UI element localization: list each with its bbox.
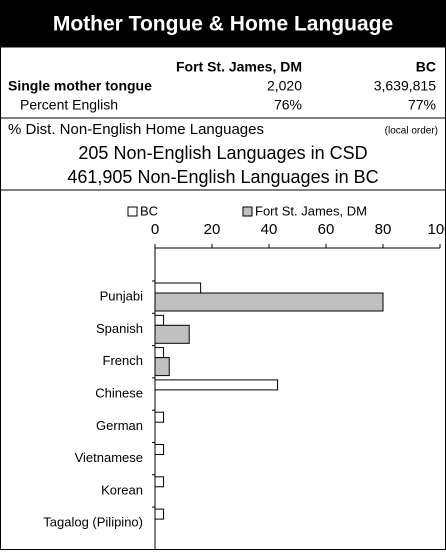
y-tick-label: Chinese xyxy=(95,385,143,400)
x-tick-label: 80 xyxy=(375,221,392,238)
summary-heading: % Dist. Non-English Home Languages xyxy=(8,121,264,138)
bar xyxy=(154,324,190,344)
cell: 77% xyxy=(408,97,436,113)
bar xyxy=(154,476,165,488)
y-tick-label: Spanish xyxy=(96,321,143,336)
summary-line: 461,905 Non-English Languages in BC xyxy=(67,167,378,187)
summary-line: 205 Non-English Languages in CSD xyxy=(78,143,367,163)
legend-swatch xyxy=(127,206,138,217)
bar xyxy=(154,357,170,377)
x-tick-label: 100 xyxy=(427,221,446,238)
summary-note: (local order) xyxy=(385,126,438,137)
x-tick-label: 40 xyxy=(261,221,278,238)
legend-label: BC xyxy=(140,203,158,218)
cell: 3,639,815 xyxy=(374,78,436,94)
bar xyxy=(154,292,384,312)
y-tick-label: German xyxy=(96,418,143,433)
title-bar xyxy=(0,0,446,47)
x-tick-label: 20 xyxy=(204,221,221,238)
cell: 2,020 xyxy=(267,78,302,94)
legend-label: Fort St. James, DM xyxy=(255,203,367,218)
row-label: Percent English xyxy=(20,97,118,113)
bar xyxy=(154,444,165,455)
bar xyxy=(154,314,165,326)
x-tick-label: 60 xyxy=(318,221,335,238)
y-tick-label: Korean xyxy=(101,482,143,497)
cell: 76% xyxy=(274,97,302,113)
column-header: BC xyxy=(416,59,436,75)
y-tick-label: Vietnamese xyxy=(75,450,143,465)
y-tick-label: French xyxy=(103,353,143,368)
title: Mother Tongue & Home Language xyxy=(53,13,393,36)
bar xyxy=(154,379,279,391)
bar xyxy=(154,347,165,359)
y-tick-label: Tagalog (Pilipino) xyxy=(43,515,143,530)
bar xyxy=(154,282,202,294)
bar xyxy=(154,411,165,423)
y-tick-label: Punjabi xyxy=(100,289,143,304)
column-header: Fort St. James, DM xyxy=(176,59,302,75)
legend-swatch xyxy=(242,206,253,217)
row-label: Single mother tongue xyxy=(8,78,152,94)
x-tick-label: 0 xyxy=(151,221,159,238)
bar xyxy=(154,508,165,520)
